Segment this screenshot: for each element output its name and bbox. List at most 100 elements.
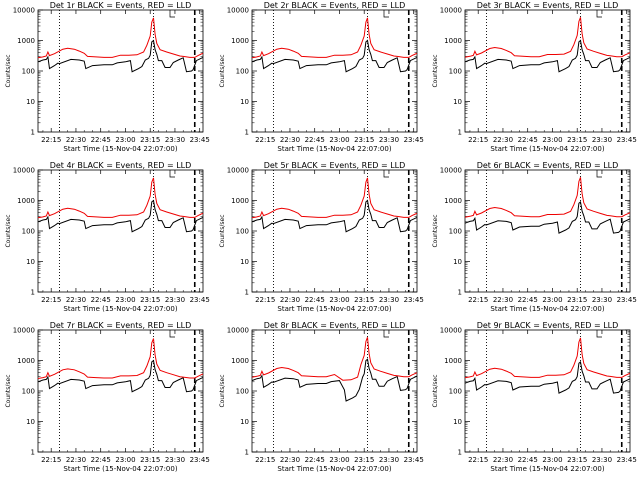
x-tick-label: 22:30 xyxy=(280,296,300,304)
y-tick-label: 10000 xyxy=(440,7,462,15)
x-tick-label: 22:15 xyxy=(255,136,275,144)
x-tick-label: 22:15 xyxy=(468,296,488,304)
y-tick-label: 1 xyxy=(31,289,35,297)
x-tick-label: 23:45 xyxy=(617,296,637,304)
y-tick-label: 1000 xyxy=(17,37,35,45)
x-tick-label: 22:15 xyxy=(255,456,275,464)
plot-frame xyxy=(37,169,204,293)
x-tick-label: 22:15 xyxy=(41,136,61,144)
x-tick-label: 22:15 xyxy=(41,296,61,304)
y-tick-label: 1000 xyxy=(231,357,249,365)
series-line-lld xyxy=(251,337,418,381)
y-tick-label: 1 xyxy=(245,449,249,457)
y-tick-label: 1000 xyxy=(444,357,462,365)
series-line-lld xyxy=(464,177,631,218)
x-tick-label: 23:15 xyxy=(567,136,587,144)
y-tick-label: 100 xyxy=(449,228,462,236)
panel-title: Det 8r BLACK = Events, RED = LLD xyxy=(264,321,406,330)
series-line-events xyxy=(464,200,631,234)
x-tick-label: 23:45 xyxy=(190,136,210,144)
x-axis-label: Start Time (15-Nov-04 22:07:00) xyxy=(277,145,391,153)
y-axis-label: Counts/sec xyxy=(219,54,226,87)
panel-title: Det 6r BLACK = Events, RED = LLD xyxy=(477,161,619,170)
plot-frame xyxy=(251,169,418,293)
series-line-events xyxy=(464,39,631,73)
x-tick-label: 23:30 xyxy=(592,136,612,144)
series-line-events xyxy=(37,39,204,73)
x-tick-label: 23:15 xyxy=(140,136,160,144)
x-tick-label: 23:45 xyxy=(617,136,637,144)
x-tick-label: 22:30 xyxy=(493,136,513,144)
panel-title: Det 9r BLACK = Events, RED = LLD xyxy=(477,321,619,330)
series-line-events xyxy=(37,359,204,393)
y-tick-label: 1 xyxy=(458,129,462,137)
x-axis-label: Start Time (15-Nov-04 22:07:00) xyxy=(277,305,391,313)
plot-frame xyxy=(37,329,204,453)
y-tick-label: 10000 xyxy=(227,327,249,335)
series-line-lld xyxy=(251,177,418,219)
detector-panel-8: Det 8r BLACK = Events, RED = LLD Counts/s… xyxy=(219,321,424,473)
y-axis-label: Counts/sec xyxy=(432,54,439,87)
bracket-marker xyxy=(169,10,175,18)
x-tick-label: 22:30 xyxy=(280,136,300,144)
x-tick-label: 23:45 xyxy=(190,296,210,304)
panel-title: Det 3r BLACK = Events, RED = LLD xyxy=(477,1,619,10)
series-line-lld xyxy=(37,338,204,379)
y-tick-label: 100 xyxy=(22,68,35,76)
x-axis-label: Start Time (15-Nov-04 22:07:00) xyxy=(490,465,604,473)
bracket-marker xyxy=(383,330,389,338)
x-tick-label: 22:45 xyxy=(305,296,325,304)
plot-frame xyxy=(464,169,631,293)
y-tick-label: 10000 xyxy=(227,7,249,15)
x-tick-label: 23:00 xyxy=(542,456,562,464)
x-tick-label: 23:15 xyxy=(140,296,160,304)
y-tick-label: 1 xyxy=(31,449,35,457)
x-tick-label: 22:45 xyxy=(305,136,325,144)
x-axis-label: Start Time (15-Nov-04 22:07:00) xyxy=(490,145,604,153)
y-tick-label: 10000 xyxy=(440,327,462,335)
y-tick-label: 1000 xyxy=(231,37,249,45)
series-line-events xyxy=(251,39,418,73)
x-axis-label: Start Time (15-Nov-04 22:07:00) xyxy=(277,465,391,473)
y-tick-label: 10000 xyxy=(440,167,462,175)
y-axis-label: Counts/sec xyxy=(432,374,439,407)
x-tick-label: 23:30 xyxy=(379,456,399,464)
y-tick-label: 10 xyxy=(240,98,249,106)
y-tick-label: 100 xyxy=(22,388,35,396)
x-tick-label: 23:30 xyxy=(165,456,185,464)
y-tick-label: 10 xyxy=(26,418,35,426)
y-tick-label: 10 xyxy=(453,418,462,426)
x-tick-label: 23:00 xyxy=(329,296,349,304)
y-tick-label: 100 xyxy=(236,388,249,396)
y-axis-label: Counts/sec xyxy=(219,374,226,407)
x-tick-label: 22:15 xyxy=(468,136,488,144)
panel-title: Det 7r BLACK = Events, RED = LLD xyxy=(50,321,192,330)
y-tick-label: 10 xyxy=(26,258,35,266)
x-axis-label: Start Time (15-Nov-04 22:07:00) xyxy=(63,305,177,313)
y-tick-label: 1 xyxy=(458,449,462,457)
x-tick-label: 23:15 xyxy=(354,136,374,144)
x-tick-label: 23:00 xyxy=(115,296,135,304)
y-tick-label: 1000 xyxy=(17,357,35,365)
y-tick-label: 10000 xyxy=(13,7,35,15)
x-tick-label: 22:45 xyxy=(91,296,111,304)
x-tick-label: 22:45 xyxy=(518,456,538,464)
plot-frame xyxy=(464,9,631,133)
x-tick-label: 22:45 xyxy=(91,456,111,464)
panel-title: Det 1r BLACK = Events, RED = LLD xyxy=(50,1,192,10)
y-tick-label: 1000 xyxy=(17,197,35,205)
x-tick-label: 23:30 xyxy=(165,136,185,144)
detector-panel-1: Det 1r BLACK = Events, RED = LLD Counts/s… xyxy=(5,1,210,153)
y-tick-label: 1000 xyxy=(444,37,462,45)
series-line-lld xyxy=(37,17,204,59)
x-tick-label: 23:30 xyxy=(379,296,399,304)
series-line-events xyxy=(37,199,204,233)
y-axis-label: Counts/sec xyxy=(5,54,12,87)
y-tick-label: 100 xyxy=(449,388,462,396)
x-tick-label: 22:30 xyxy=(280,456,300,464)
y-tick-label: 100 xyxy=(236,228,249,236)
x-tick-label: 22:30 xyxy=(66,296,86,304)
x-tick-label: 23:15 xyxy=(567,456,587,464)
bracket-marker xyxy=(169,330,175,338)
x-tick-label: 23:00 xyxy=(542,136,562,144)
